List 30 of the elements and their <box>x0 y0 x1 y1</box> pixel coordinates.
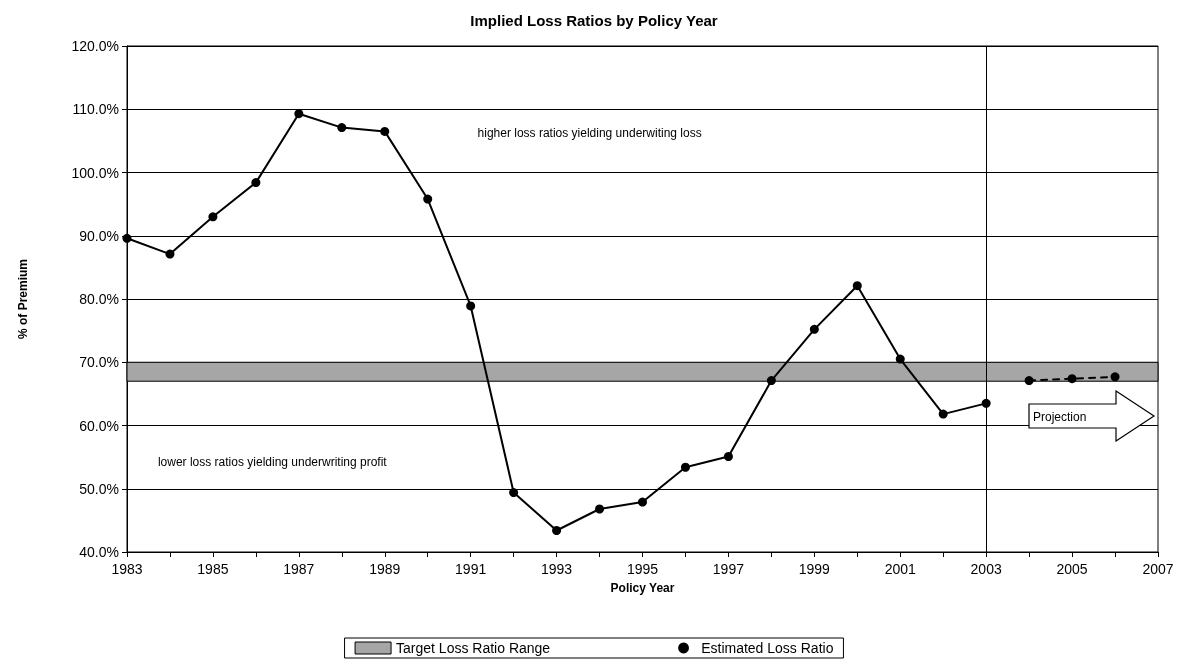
x-tick-label: 2005 <box>1056 561 1088 577</box>
x-tick-label: 2001 <box>884 561 917 577</box>
x-tick-label: 1989 <box>369 561 401 577</box>
y-tick-label: 60.0% <box>79 417 119 434</box>
annotation: higher loss ratios yielding underwiting loss <box>477 125 702 140</box>
annotation: Projection <box>1033 410 1087 424</box>
chart-title: Implied Loss Ratios by Policy Year <box>470 12 718 29</box>
y-tick-label: 100.0% <box>71 164 119 181</box>
y-tick-label: 120.0% <box>71 38 119 54</box>
x-axis-title: Policy Year <box>610 581 675 595</box>
y-tick-label: 90.0% <box>79 227 119 244</box>
legend-label: Estimated Loss Ratio <box>701 640 834 656</box>
y-axis-title: % of Premium <box>16 258 30 340</box>
x-tick-label: 1999 <box>798 561 831 577</box>
legend-label: Target Loss Ratio Range <box>396 640 551 656</box>
x-tick-label: 1991 <box>455 561 487 577</box>
x-tick-label: 1993 <box>541 561 573 577</box>
x-tick-label: 1985 <box>197 561 229 577</box>
y-tick-label: 50.0% <box>79 480 119 497</box>
annotation: lower loss ratios yielding underwriting profit <box>157 454 388 469</box>
x-tick-label: 2007 <box>1142 561 1174 577</box>
x-tick-label: 1987 <box>283 561 315 577</box>
x-tick-label: 2003 <box>970 561 1002 577</box>
x-tick-label: 1995 <box>626 561 659 577</box>
x-tick-label: 1983 <box>111 561 143 577</box>
y-tick-label: 40.0% <box>79 544 119 560</box>
y-tick-label: 110.0% <box>72 101 119 118</box>
y-tick-label: 80.0% <box>79 291 119 307</box>
x-tick-label: 1997 <box>712 561 745 577</box>
y-tick-label: 70.0% <box>79 354 119 371</box>
